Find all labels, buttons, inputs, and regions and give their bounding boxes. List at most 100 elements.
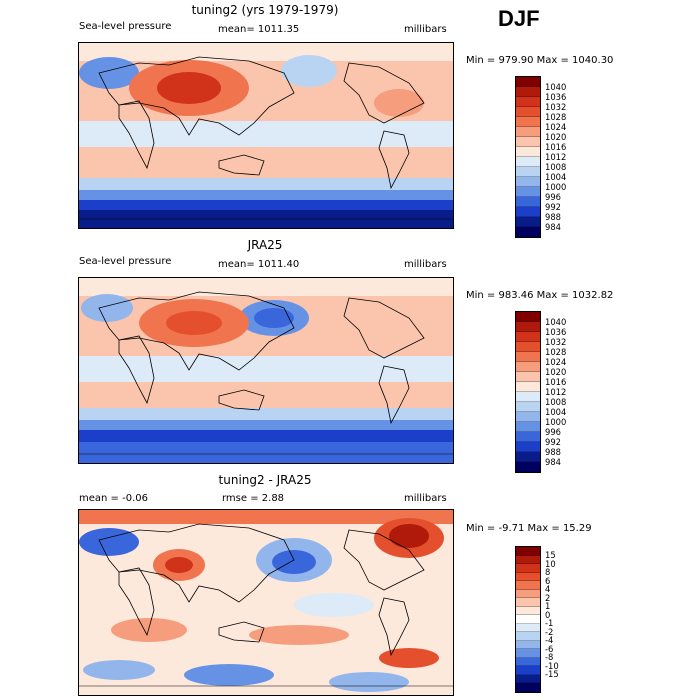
colorbar-bin <box>516 177 540 187</box>
colorbar-bin <box>516 598 540 607</box>
colorbar-label: 984 <box>545 222 561 232</box>
colorbar-bin <box>516 657 540 666</box>
colorbar-bin <box>516 372 540 382</box>
colorbar-label: 4 <box>545 584 551 594</box>
colorbar-label: 1008 <box>545 162 567 172</box>
colorbar-bin <box>516 581 540 590</box>
colorbar-label: 996 <box>545 427 561 437</box>
sea-level-pressure-map <box>78 277 454 464</box>
colorbar-label: 1028 <box>545 347 567 357</box>
panel-units-label: millibars <box>404 493 447 504</box>
colorbar-label: 988 <box>545 212 561 222</box>
colorbar-bin <box>516 392 540 402</box>
colorbar-bin <box>516 87 540 97</box>
colorbar-bin <box>516 362 540 372</box>
colorbar-label: 6 <box>545 575 551 586</box>
colorbar-label: 1020 <box>545 367 567 377</box>
colorbar-label: 988 <box>545 447 561 457</box>
colorbar-bin <box>516 77 540 87</box>
colorbar-label: 1 <box>545 601 551 611</box>
colorbar-bin <box>516 640 540 649</box>
colorbar-bin <box>516 674 540 683</box>
colorbar-bin <box>516 649 540 658</box>
sea-level-pressure-map <box>78 42 454 229</box>
colorbar-bin <box>516 564 540 573</box>
colorbar-label: -10 <box>545 660 559 671</box>
panel-minmax: Min = 979.90 Max = 1040.30 <box>466 55 614 66</box>
colorbar <box>515 546 541 693</box>
colorbar-bin <box>516 117 540 127</box>
colorbar-label: 996 <box>545 192 561 202</box>
colorbar-bin <box>516 402 540 412</box>
colorbar-bin <box>516 555 540 564</box>
colorbar-label: 1008 <box>545 397 567 407</box>
colorbar-label: 1024 <box>545 122 567 132</box>
colorbar-bin <box>516 606 540 615</box>
colorbar-bin <box>516 147 540 157</box>
colorbar-label: 1024 <box>545 357 567 367</box>
colorbar-bin <box>516 452 540 462</box>
panel-minmax: Min = -9.71 Max = 15.29 <box>466 523 592 534</box>
colorbar-bin <box>516 615 540 624</box>
panel-mean-label: mean= 1011.35 <box>218 24 300 35</box>
colorbar-bin <box>516 217 540 227</box>
colorbar-bin <box>516 322 540 332</box>
colorbar <box>515 311 541 473</box>
colorbar-bin <box>516 632 540 641</box>
panel-rmse-label: rmse = 2.88 <box>222 493 285 504</box>
colorbar-label: 1032 <box>545 337 567 347</box>
colorbar-label: 1028 <box>545 112 567 122</box>
colorbar-bin <box>516 683 540 692</box>
colorbar-bin <box>516 572 540 581</box>
colorbar-bin <box>516 107 540 117</box>
colorbar-bin <box>516 157 540 167</box>
colorbar-bin <box>516 412 540 422</box>
colorbar-label: 1016 <box>545 142 567 152</box>
pressure-difference-map <box>78 509 454 696</box>
colorbar-label: 1000 <box>545 417 567 427</box>
colorbar-bin <box>516 187 540 197</box>
colorbar-bin <box>516 442 540 452</box>
colorbar-label: -6 <box>545 643 554 654</box>
colorbar-label: 1036 <box>545 92 567 102</box>
colorbar-bin <box>516 207 540 217</box>
colorbar-bin <box>516 623 540 632</box>
colorbar-label: -8 <box>545 652 554 662</box>
colorbar-bin <box>516 352 540 362</box>
panel-left-label: Sea-level pressure <box>79 21 172 32</box>
colorbar-label: 1020 <box>545 132 567 142</box>
colorbar-bin <box>516 589 540 598</box>
colorbar-label: 1016 <box>545 377 567 387</box>
colorbar-bin <box>516 137 540 147</box>
colorbar-bin <box>516 227 540 237</box>
colorbar-bin <box>516 97 540 107</box>
colorbar-bin <box>516 332 540 342</box>
panel-title: tuning2 (yrs 1979-1979) <box>191 3 339 17</box>
colorbar-bin <box>516 666 540 675</box>
colorbar-label: 1004 <box>545 172 567 182</box>
colorbar-label: 1032 <box>545 102 567 112</box>
colorbar-label: 1012 <box>545 152 567 162</box>
colorbar-bin <box>516 167 540 177</box>
colorbar-label: 992 <box>545 202 561 212</box>
panel-units-label: millibars <box>404 24 447 35</box>
colorbar-bin <box>516 197 540 207</box>
colorbar-bin <box>516 127 540 137</box>
colorbar-label: 984 <box>545 457 561 467</box>
panel-mean-label: mean= 1011.40 <box>218 259 300 270</box>
colorbar-bin <box>516 547 540 556</box>
colorbar-bin <box>516 422 540 432</box>
colorbar-label: -1 <box>545 618 554 628</box>
colorbar <box>515 76 541 238</box>
colorbar-label: -4 <box>545 635 554 645</box>
colorbar-bin <box>516 312 540 322</box>
colorbar-label: 1036 <box>545 327 567 337</box>
colorbar-label: 1040 <box>545 317 567 327</box>
panel-units-label: millibars <box>404 259 447 270</box>
panel-title: JRA25 <box>247 238 283 252</box>
colorbar-label: 992 <box>545 437 561 447</box>
colorbar-label: 1040 <box>545 82 567 92</box>
colorbar-label: 15 <box>545 550 556 560</box>
colorbar-label: 1004 <box>545 407 567 417</box>
colorbar-label: 0 <box>545 609 551 620</box>
